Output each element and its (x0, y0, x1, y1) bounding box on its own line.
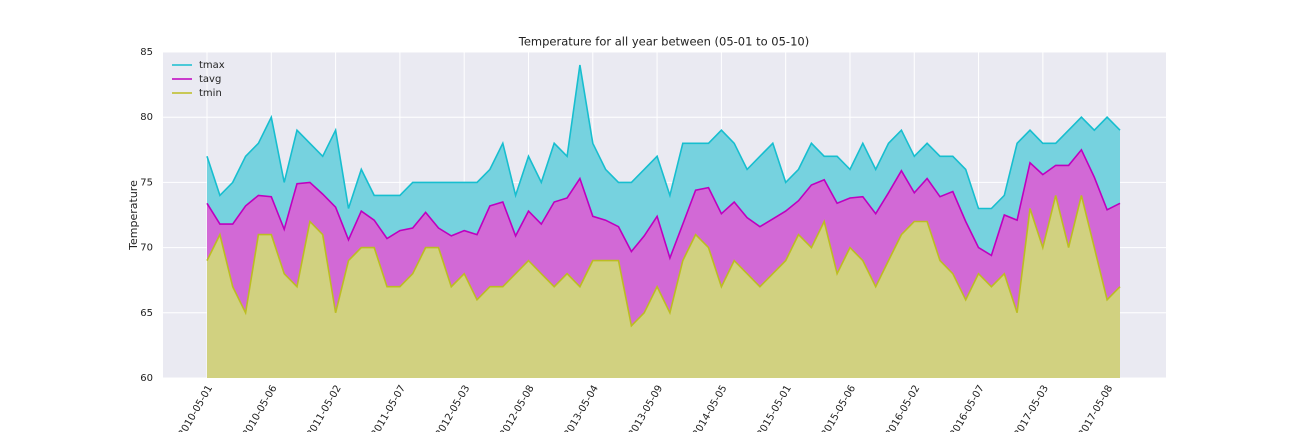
y-axis-label: Temperature (127, 180, 140, 251)
x-tick-label: 2010-05-01 (177, 384, 216, 432)
x-tick-label: 2011-05-02 (305, 384, 344, 432)
y-tick-label: 80 (140, 112, 153, 123)
x-tick-label: 2013-05-04 (562, 384, 601, 432)
x-tick-label: 2011-05-07 (369, 384, 408, 432)
line (206, 148, 1121, 261)
line (206, 195, 1121, 328)
x-tick-label: 2012-05-03 (434, 384, 473, 432)
x-tick-label: 2010-05-06 (241, 384, 280, 432)
line (206, 64, 1121, 210)
y-tick-label: 75 (140, 177, 153, 188)
x-tick-label: 2016-05-02 (884, 384, 923, 432)
y-tick-label: 60 (140, 373, 153, 384)
x-tick-label: 2015-05-01 (755, 384, 794, 432)
y-tick-label: 70 (140, 243, 153, 254)
chart-title: Temperature for all year between (05-01 … (518, 35, 809, 49)
area (207, 195, 1120, 378)
x-tick-label: 2016-05-07 (948, 384, 987, 432)
x-tick-label: 2015-05-06 (820, 384, 859, 432)
legend-label: tavg (199, 74, 221, 85)
x-tick-label: 2013-05-09 (627, 384, 666, 432)
legend-label: tmax (199, 60, 225, 71)
legend-label: tmin (199, 88, 222, 99)
x-tick-label: 2017-05-03 (1012, 384, 1051, 432)
x-tick-label: 2017-05-08 (1077, 384, 1116, 432)
x-tick-label: 2014-05-05 (691, 384, 730, 432)
legend: tmax tavg tmin (172, 60, 225, 99)
y-tick-label: 65 (140, 308, 153, 319)
y-tick-label: 85 (140, 47, 153, 58)
x-tick-label: 2012-05-08 (498, 384, 537, 432)
